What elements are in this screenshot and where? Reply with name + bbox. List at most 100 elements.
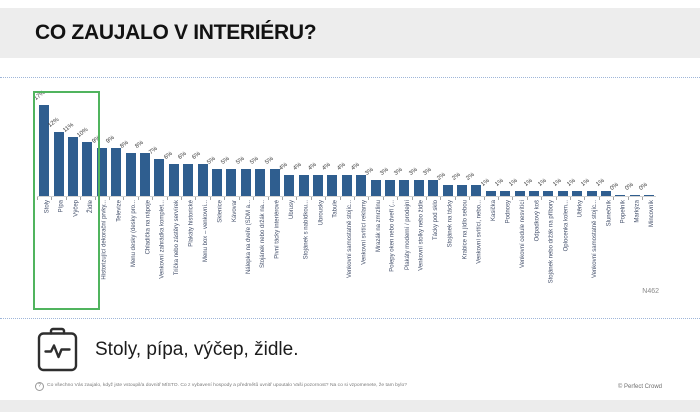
category-label: Chladička na nápoje [145,200,152,255]
category-label-area: Markýza [627,196,643,309]
bar [312,174,323,196]
bar-area: 8% [134,85,152,196]
bar-area: 3% [379,85,397,196]
category-label: Slunečník [606,200,613,227]
category-label: Nálepka na dveře (SDM a... [246,200,253,275]
chart-column: 2% Venkovní svítící, nebo... [465,85,484,309]
chart-column: 4% Ubrusy [278,85,297,309]
summary-callout: Stoly, pípa, výčep, židle. [35,327,298,373]
category-label-area: Menu box – venkovní... [195,196,210,309]
bar [284,174,295,196]
chart-column: 0% Mincovník [638,85,657,309]
category-label: Mincovník [649,200,656,228]
category-label: Venkovní cedule nesvítící [519,200,526,269]
category-label-area: Venkovní cedule nesvítící [512,196,527,309]
chart-column: 3% Tácky pod sklo [422,85,441,309]
bar [413,179,424,196]
category-label: Mrazák na zmrzlinu [375,200,382,253]
bar [615,194,626,196]
category-label-area: Venkovní svítící, nebo... [469,196,484,309]
category-label: Trička nebo zástěry servírek [174,200,181,276]
category-label-area: Nálepka na dveře (SDM a... [238,196,254,309]
chart-column: 3% Mrazák na zmrzlinu [365,85,383,309]
category-label: Stojánek s nabídkou... [303,200,310,260]
bar-area: 1% [595,85,613,196]
chart-column: 10% Židle [77,85,95,309]
category-label-area: Venkovní svítící reklamy [353,196,369,309]
bar [644,194,655,196]
bar [212,169,223,196]
bar [269,169,280,196]
bar [629,194,640,196]
chart-column: 3% Polepy oken nebo dveří (... [379,85,398,309]
category-label-area: Historizující dekorační prvky... [94,196,110,309]
bar-area: 4% [307,85,325,196]
category-label: Podnosy [505,200,512,224]
category-label-area: Utěrky [570,196,585,309]
dotted-divider-top [0,77,700,78]
category-label-area: Stoly [37,196,52,309]
bar-area: 1% [509,85,526,196]
category-label: Odpadkový koš [534,200,541,242]
category-label: Kávovar [231,200,238,223]
bar [140,153,151,196]
category-label: Stoly [44,200,51,214]
category-label-area: Tácky pod sklo [425,196,441,309]
bar-area: 6% [177,85,195,196]
bar-value-label: 17% [33,89,47,102]
clipboard-pulse-icon [37,327,78,372]
bar-area: 1% [480,85,498,196]
bar [485,190,496,196]
category-label: Krabice na jídlo sebou [462,200,469,260]
category-label: Pípa [58,200,65,213]
bar [543,190,554,196]
bar-area: 5% [221,85,238,196]
chart-column: 7% Venkovní zahrádka komplet... [149,85,167,309]
bar [327,174,338,196]
bar [586,190,597,196]
bar [341,174,352,196]
chart-column: 4% Stojánek s nabídkou... [293,85,311,309]
bar [53,131,64,196]
chart-column: 9% Televize [105,85,124,309]
bar-area: 7% [149,85,166,196]
bar-area: 8% [120,85,137,196]
bar [456,185,467,196]
chart-column: 1% Utěrky [566,85,585,309]
chart-column: 1% Venkovní samostatně stojíc... [581,85,599,309]
chart-column: 5% Kávovar [221,85,239,309]
bar [356,174,367,196]
bar [298,174,309,196]
category-label: Kasička [491,200,497,222]
category-label: Plakáty historické [188,200,195,247]
category-label: Menu box – venkovní... [202,200,209,263]
bar-area: 1% [581,85,598,196]
bar-area: 4% [350,85,368,196]
bar-area: 5% [249,85,267,196]
bar-area: 11% [62,85,80,196]
bar-area: 1% [552,85,570,196]
slide-header: CO ZAUJALO V INTERIÉRU? [0,8,700,58]
chart-column: 11% Výčep [62,85,81,309]
bar-area: 17% [33,85,51,196]
category-label-area: Oplocenka kolem... [555,196,571,309]
category-label-area: Polepy oken nebo dveří (... [382,196,398,309]
category-label-area: Židle [80,196,95,309]
category-label-area: Sklenice [209,196,225,309]
bar-area: 2% [437,85,454,196]
category-label: Televize [116,200,123,222]
category-label: Ubrusy [289,200,296,220]
bar [601,190,612,196]
category-label: Menu desky (desky pro... [130,200,137,268]
bar-area: 0% [610,85,627,196]
question-circle-icon: ? [35,382,44,391]
category-label-area: Stojánek nebo držák na příbory [541,196,556,309]
category-label-area: Ubrousky [310,196,326,309]
category-label-area: Venkovní zahrádka komplet... [152,196,167,309]
bar [183,163,194,196]
category-label-area: Venkovní samostatně stojíc... [339,196,354,309]
category-label: Oplocenka kolem... [563,200,570,252]
bar-area: 3% [408,85,426,196]
dotted-divider-middle [0,318,700,319]
bar [197,163,208,196]
